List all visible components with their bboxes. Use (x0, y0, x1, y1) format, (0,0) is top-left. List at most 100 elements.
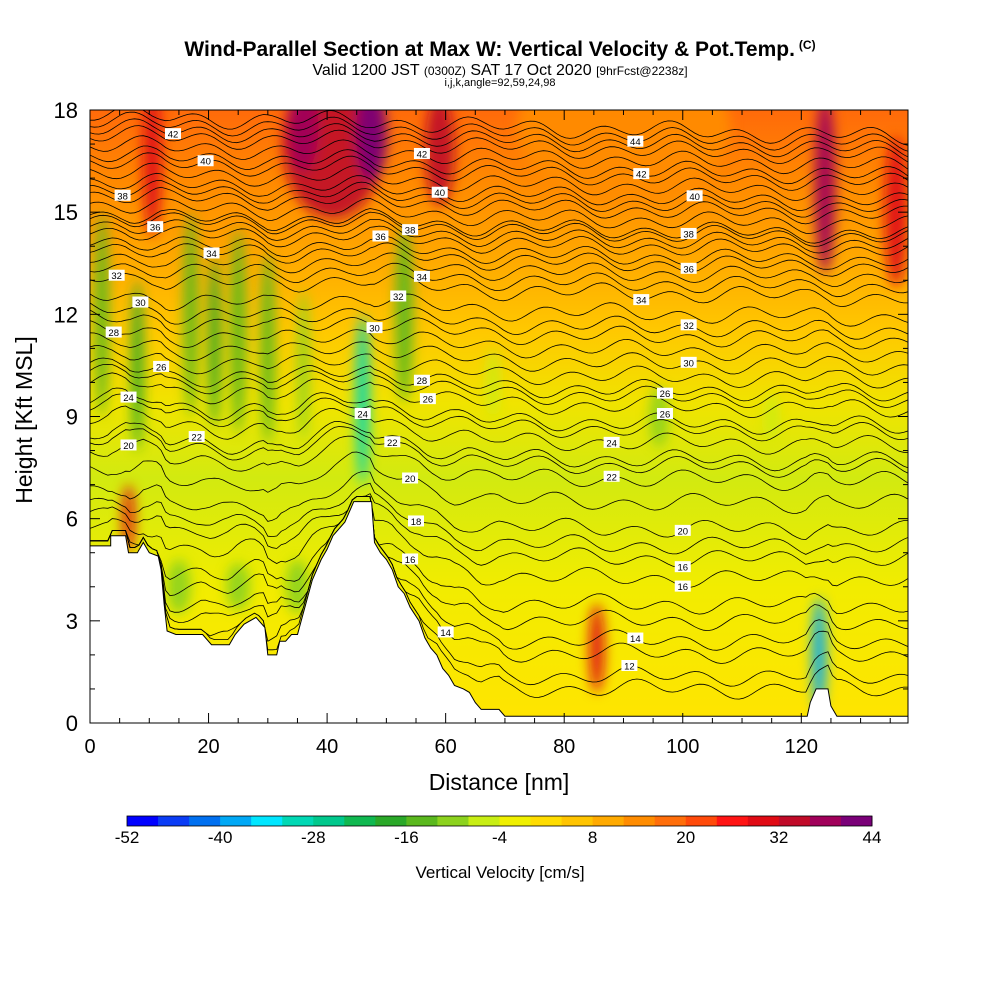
velocity-cells (94, 110, 908, 713)
theta-label: 26 (419, 393, 436, 406)
theta-label: 42 (164, 128, 181, 141)
x-tick-label: 60 (435, 736, 457, 758)
colorbar-swatch (127, 816, 159, 826)
downdraft-cell (167, 559, 191, 615)
colorbar-swatch (158, 816, 190, 826)
theta-label-text: 26 (423, 395, 434, 406)
colorbar-tick-label: -40 (208, 828, 233, 847)
theta-label-box (120, 439, 137, 451)
y-tick-label: 12 (54, 302, 78, 327)
theta-contour-line (90, 152, 908, 191)
colorbar-swatch (685, 816, 718, 826)
theta-label: 20 (402, 472, 419, 485)
theta-label-text: 28 (417, 376, 428, 387)
updraft-cell (424, 110, 455, 206)
theta-label: 12 (621, 659, 638, 672)
x-tick-label: 120 (785, 736, 818, 758)
downdraft-cell (183, 212, 198, 417)
theta-label-text: 42 (417, 149, 428, 160)
theta-label-box (408, 515, 425, 527)
theta-contour-line (90, 172, 908, 211)
colorbar-swatch (437, 816, 469, 826)
theta-label-box (419, 393, 436, 405)
downdraft-cell (355, 314, 370, 485)
theta-label: 40 (431, 186, 448, 199)
colorbar-swatch (282, 816, 314, 826)
updraft-cell (589, 603, 605, 693)
theta-label: 20 (120, 439, 137, 452)
theta-contour-line (90, 496, 908, 615)
colorbar-swatch (313, 816, 345, 826)
theta-contour-line (90, 162, 908, 201)
theta-label-text: 34 (206, 249, 217, 260)
theta-label-text: 16 (677, 582, 688, 593)
theta-label: 24 (603, 436, 620, 449)
theta-label-box (402, 553, 419, 565)
terrain (90, 501, 908, 723)
downdraft-cell (395, 225, 414, 403)
theta-label: 42 (413, 147, 430, 160)
theta-label-box (680, 227, 697, 239)
theta-label: 16 (402, 553, 419, 566)
title-text: Wind-Parallel Section at Max W: Vertical… (184, 38, 795, 61)
theta-label: 28 (413, 374, 430, 387)
theta-label-box (431, 186, 448, 198)
theta-contour-line (90, 135, 908, 175)
theta-contour-line (90, 470, 908, 541)
theta-label: 36 (680, 262, 697, 275)
theta-contour-line (90, 426, 908, 478)
theta-label-text: 16 (405, 555, 416, 566)
theta-label-box (656, 387, 673, 399)
colorbar-swatch (251, 816, 283, 826)
theta-label-box (686, 190, 703, 202)
theta-label: 14 (437, 626, 454, 639)
subtitle-utc: (0300Z) (423, 64, 466, 78)
downdraft-cell (765, 392, 778, 441)
theta-label-text: 22 (191, 433, 202, 444)
theta-label: 42 (633, 168, 650, 181)
theta-label: 44 (627, 135, 644, 148)
theta-label-text: 16 (677, 563, 688, 574)
theta-contour-line (90, 393, 908, 442)
theta-contour-line (90, 345, 908, 389)
colorbar-swatch (623, 816, 656, 826)
y-axis-label: Height [Kft MSL] (11, 336, 37, 503)
downdraft-cell (94, 212, 109, 417)
theta-label: 34 (413, 270, 430, 283)
colorbar-swatch (778, 816, 811, 826)
colorbar: -52 -40 -28 -16 -4 8 20 32 44 (115, 815, 881, 847)
colorbar-swatch (468, 816, 500, 826)
theta-label: 16 (674, 580, 691, 593)
theta-label-box (627, 135, 644, 147)
theta-label-box (437, 626, 454, 638)
updraft-cell (516, 110, 731, 202)
downdraft-cell (131, 280, 144, 451)
updraft-cell (288, 110, 319, 172)
title-mark: (C) (798, 38, 816, 52)
y-tick-label: 18 (54, 98, 78, 123)
theta-contours (90, 110, 908, 700)
theta-label: 28 (105, 326, 122, 339)
theta-label-box (680, 319, 697, 331)
chart-subtitle: Valid 1200 JST (0300Z) SAT 17 Oct 2020 [… (0, 62, 1000, 80)
colorbar-swatch (654, 816, 687, 826)
theta-label-box (108, 269, 125, 281)
theta-label: 36 (372, 230, 389, 243)
subtitle-date: SAT 17 Oct 2020 (470, 62, 592, 79)
downdraft-cell (226, 562, 251, 611)
theta-label: 40 (197, 155, 214, 168)
theta-label: 38 (402, 224, 419, 237)
colorbar-tick-label: -16 (394, 828, 419, 847)
updraft-cell (142, 110, 162, 236)
theta-contour-line (90, 435, 908, 492)
theta-contour-line (90, 496, 908, 700)
theta-label: 30 (366, 322, 383, 335)
colorbar-swatch (189, 816, 221, 826)
theta-label: 32 (680, 319, 697, 332)
x-tick-label: 20 (197, 736, 219, 758)
theta-contour-line (90, 125, 908, 165)
theta-label: 22 (384, 436, 401, 449)
theta-label-box (402, 472, 419, 484)
